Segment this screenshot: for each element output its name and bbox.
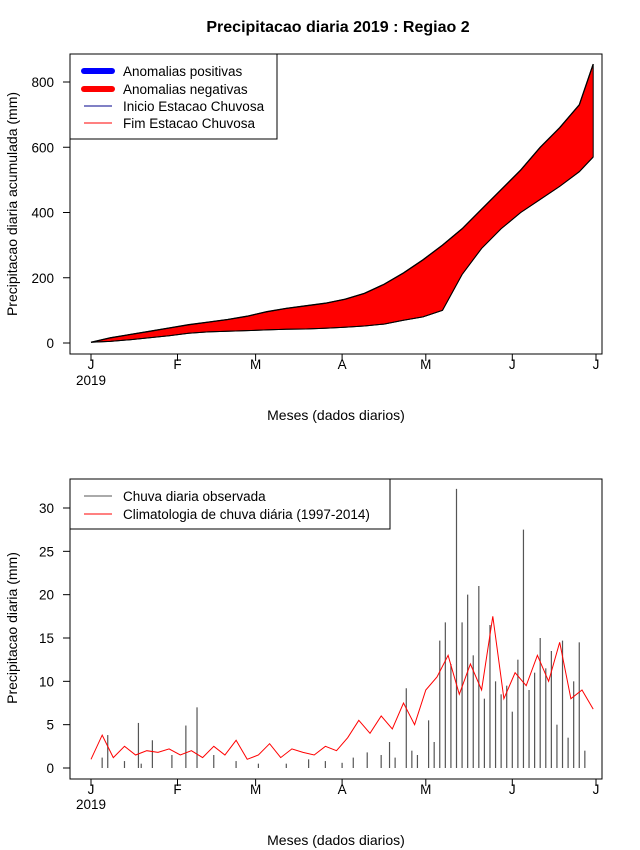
y-tick-label: 200 — [31, 271, 54, 286]
y-tick-label: 10 — [39, 674, 54, 689]
y-tick-label: 0 — [46, 336, 54, 351]
y-tick-label: 25 — [39, 544, 54, 559]
daily-panel: 0 5 10 15 20 25 30 J F M A M J J 2019 Meses (dados d… — [4, 478, 603, 848]
legend-label-climatology: Climatologia de chuva diária (1997-2014) — [123, 507, 370, 522]
legend-label-positive: Anomalias positivas — [123, 64, 243, 79]
y-tick-label: 20 — [39, 588, 54, 603]
daily-plot-area — [90, 488, 594, 768]
y-tick-label: 800 — [31, 75, 54, 90]
y-tick-label: 600 — [31, 140, 54, 155]
y-tick-label: 30 — [39, 501, 54, 516]
cumulative-legend: Anomalias positivas Anomalias negativas … — [69, 53, 278, 140]
cumulative-y-axis-label: Precipitacao diaria acumulada (mm) — [4, 92, 20, 316]
cumulative-x-year-label: 2019 — [76, 373, 106, 388]
daily-y-axis: 0 5 10 15 20 25 30 — [39, 501, 70, 776]
climatology-cumulative-line — [90, 63, 594, 343]
cumulative-y-axis: 0 200 400 600 800 — [31, 75, 70, 351]
x-tick-label: F — [173, 782, 181, 797]
x-tick-label: J — [88, 782, 95, 797]
legend-label-fim: Fim Estacao Chuvosa — [123, 116, 256, 131]
chart-title: Precipitacao diaria 2019 : Regiao 2 — [206, 19, 469, 36]
x-tick-label: M — [420, 357, 431, 372]
x-tick-label: J — [593, 357, 600, 372]
x-tick-label: F — [173, 357, 181, 372]
cumulative-x-axis-label: Meses (dados diarios) — [267, 407, 405, 423]
x-tick-label: M — [250, 782, 261, 797]
cumulative-plot-frame — [69, 53, 603, 355]
y-tick-label: 0 — [46, 761, 54, 776]
legend-label-inicio: Inicio Estacao Chuvosa — [123, 99, 265, 114]
daily-x-axis-label: Meses (dados diarios) — [267, 832, 405, 848]
x-tick-label: J — [88, 357, 95, 372]
daily-y-axis-label: Precipitacao diaria (mm) — [4, 552, 20, 704]
x-tick-label: M — [420, 782, 431, 797]
daily-legend: Chuva diaria observada Climatologia de c… — [69, 478, 391, 530]
legend-label-negative: Anomalias negativas — [123, 82, 248, 97]
daily-x-year-label: 2019 — [76, 797, 106, 812]
cumulative-plot-area — [90, 63, 594, 343]
x-tick-label: J — [509, 357, 516, 372]
climatology-daily-line — [90, 616, 594, 760]
x-tick-label: J — [509, 782, 516, 797]
x-tick-label: A — [338, 782, 347, 797]
daily-legend-box — [69, 478, 391, 530]
y-tick-label: 15 — [39, 631, 54, 646]
y-tick-label: 5 — [46, 718, 54, 733]
cumulative-panel: 0 200 400 600 800 J F M A M J J 2019 Meses (dados … — [4, 53, 603, 423]
y-tick-label: 400 — [31, 206, 54, 221]
x-tick-label: A — [338, 357, 347, 372]
x-tick-label: M — [250, 357, 261, 372]
legend-label-observed: Chuva diaria observada — [123, 489, 266, 504]
x-tick-label: J — [593, 782, 600, 797]
observed-cumulative-line — [90, 156, 594, 343]
